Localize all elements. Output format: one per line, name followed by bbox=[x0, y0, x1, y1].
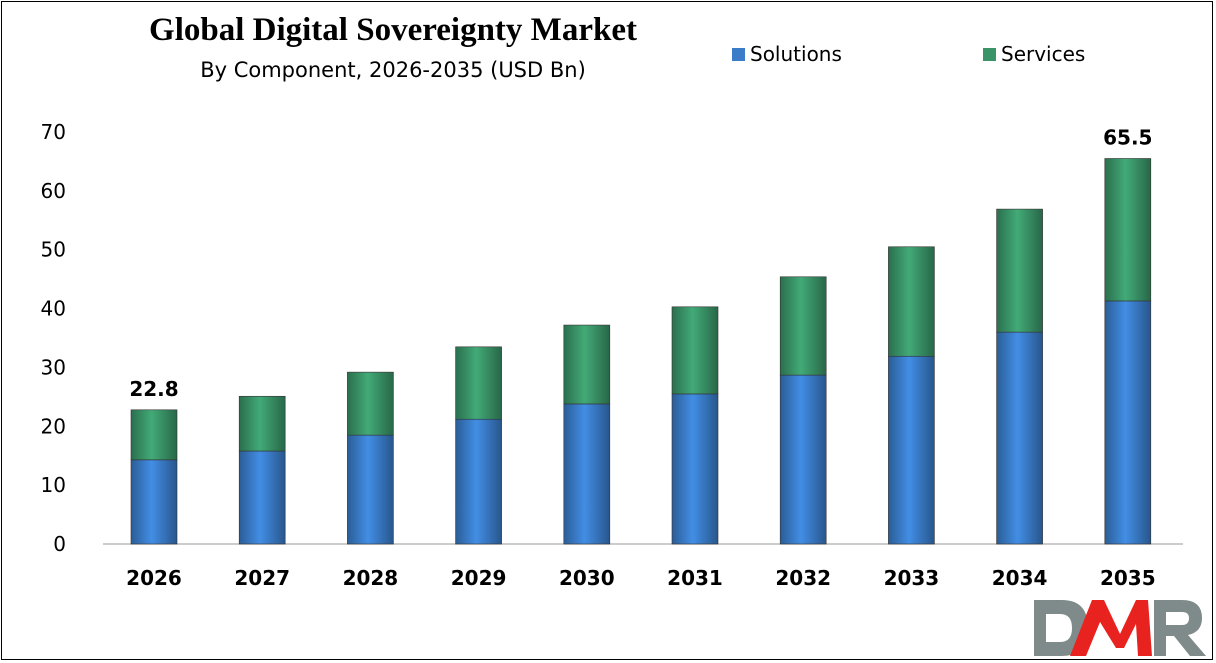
legend-item-solutions: Solutions bbox=[732, 42, 842, 66]
bar-solutions-2034 bbox=[996, 331, 1043, 545]
bar-solutions-2030 bbox=[563, 403, 611, 545]
bar-solutions-2031 bbox=[671, 393, 719, 545]
bar-solutions-2026 bbox=[130, 459, 178, 545]
x-tick-label: 2027 bbox=[234, 566, 290, 590]
bar-solutions-2029 bbox=[455, 418, 502, 545]
bar-services-2031 bbox=[671, 306, 719, 395]
y-tick-label: 30 bbox=[41, 355, 66, 379]
y-tick-label: 10 bbox=[41, 473, 66, 497]
x-tick-label: 2035 bbox=[1100, 566, 1156, 590]
bar-solutions-2027 bbox=[238, 450, 286, 545]
legend-swatch-solutions bbox=[732, 47, 745, 61]
data-label-2035: 65.5 bbox=[1103, 125, 1152, 149]
bar-services-2029 bbox=[455, 346, 502, 420]
x-tick-label: 2032 bbox=[775, 566, 831, 590]
x-tick-label: 2030 bbox=[559, 566, 615, 590]
y-tick-label: 60 bbox=[41, 179, 66, 203]
data-label-2026: 22.8 bbox=[129, 377, 178, 401]
legend-swatch-services bbox=[983, 47, 996, 61]
bar-services-2032 bbox=[779, 276, 827, 376]
chart-title: Global Digital Sovereignty Market bbox=[149, 12, 637, 48]
x-tick-label: 2033 bbox=[884, 566, 940, 590]
bar-services-2030 bbox=[563, 324, 611, 405]
bar-services-2027 bbox=[238, 395, 286, 452]
bar-solutions-2035 bbox=[1104, 300, 1152, 545]
y-tick-label: 20 bbox=[41, 414, 66, 438]
bar-solutions-2028 bbox=[347, 434, 394, 545]
x-tick-label: 2031 bbox=[667, 566, 723, 590]
dmr-logo bbox=[1034, 600, 1206, 656]
bar-solutions-2032 bbox=[779, 374, 827, 545]
x-tick-label: 2028 bbox=[343, 566, 399, 590]
y-tick-label: 0 bbox=[53, 532, 66, 556]
x-tick-label: 2026 bbox=[126, 566, 182, 590]
x-tick-label: 2034 bbox=[992, 566, 1048, 590]
chart-subtitle: By Component, 2026-2035 (USD Bn) bbox=[200, 58, 586, 82]
bar-services-2034 bbox=[996, 208, 1043, 333]
legend-label-solutions: Solutions bbox=[750, 42, 842, 66]
bar-services-2028 bbox=[347, 371, 394, 436]
legend-item-services: Services bbox=[983, 42, 1085, 66]
y-tick-label: 70 bbox=[41, 120, 66, 144]
bar-services-2026 bbox=[130, 409, 178, 461]
bar-services-2033 bbox=[888, 246, 935, 357]
legend-label-services: Services bbox=[1001, 42, 1086, 66]
y-tick-label: 50 bbox=[41, 238, 66, 262]
bar-services-2035 bbox=[1104, 158, 1152, 302]
x-tick-label: 2029 bbox=[451, 566, 507, 590]
y-tick-label: 40 bbox=[41, 297, 66, 321]
bar-solutions-2033 bbox=[888, 355, 935, 545]
